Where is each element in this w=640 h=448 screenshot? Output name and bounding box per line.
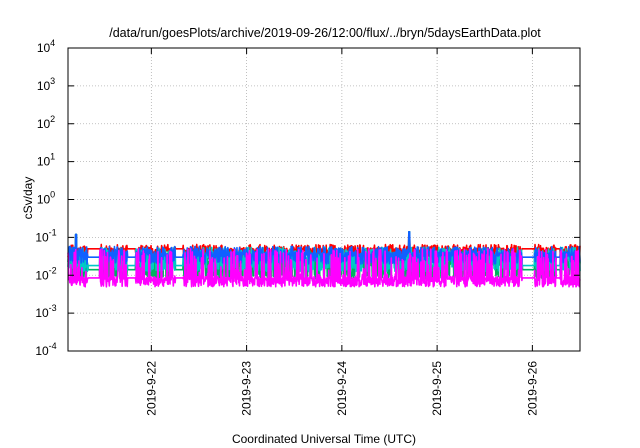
chart-title: /data/run/goesPlots/archive/2019-09-26/1… (109, 26, 541, 40)
x-tick-label: 2019-9-26 (525, 361, 539, 416)
y-tick-label: 101 (37, 152, 55, 169)
grid (68, 48, 580, 351)
y-axis-label: cSv/day (21, 177, 35, 220)
x-tick-label: 2019-9-25 (430, 361, 444, 416)
y-tick-label: 10-1 (35, 227, 56, 244)
y-tick-label: 10-2 (35, 265, 56, 282)
x-tick-label: 2019-9-23 (240, 361, 254, 416)
y-tick-label: 104 (37, 38, 55, 55)
x-axis-label: Coordinated Universal Time (UTC) (232, 432, 416, 446)
y-tick-label: 100 (37, 190, 55, 207)
y-tick-label: 10-3 (35, 303, 56, 320)
y-tick-label: 102 (37, 114, 55, 131)
x-ticks: 2019-9-22 2019-9-23 2019-9-24 2019-9-25 2019… (144, 48, 539, 416)
y-ticks: 10-4 10-3 10-2 10-1 100 101 102 103 104 (35, 38, 580, 358)
x-tick-label: 2019-9-24 (335, 361, 349, 416)
y-tick-label: 103 (37, 76, 55, 93)
series-group (67, 231, 581, 288)
series-line (67, 248, 581, 288)
y-tick-label: 10-4 (35, 341, 56, 358)
x-tick-label: 2019-9-22 (144, 361, 158, 416)
